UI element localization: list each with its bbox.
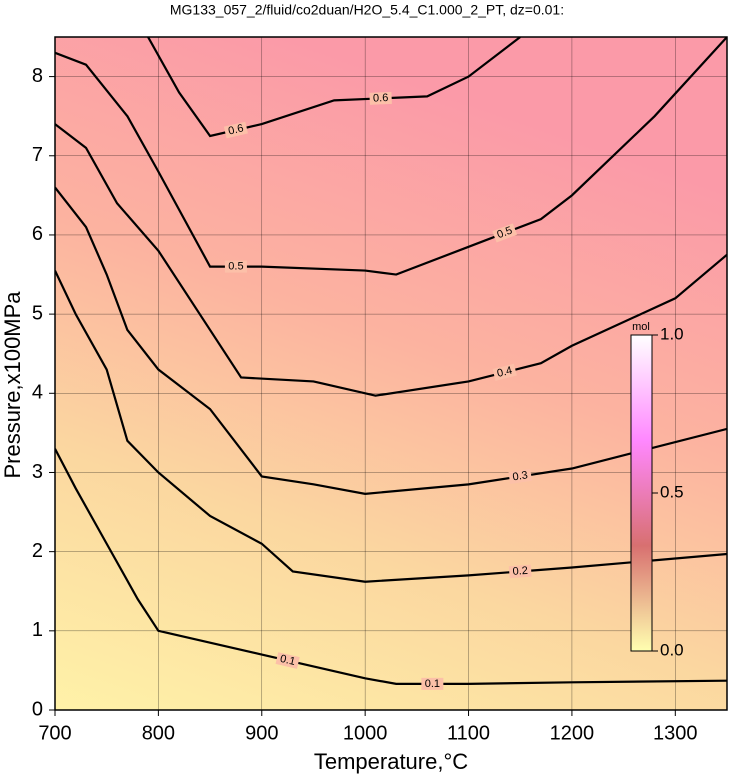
x-tick-label: 1200	[550, 722, 595, 744]
contour-label-group: 0.3	[508, 468, 533, 485]
y-tick-label: 1	[32, 619, 43, 641]
contour-line	[55, 186, 727, 495]
contour-label-group: 0.1	[275, 652, 300, 669]
contour-line	[55, 37, 727, 276]
contour-label-bg	[369, 91, 392, 105]
contour-label-group: 0.4	[492, 363, 517, 381]
contour-label: 0.4	[496, 365, 514, 380]
contour-label-bg	[508, 468, 533, 485]
contour-label-bg	[508, 564, 532, 579]
contour-line	[55, 123, 727, 397]
y-tick-label: 5	[32, 302, 43, 324]
contour-label-group: 0.5	[492, 223, 518, 243]
contour-line	[55, 448, 727, 685]
colorbar-tick-label: 0.5	[660, 482, 684, 501]
contour-label: 0.5	[228, 261, 243, 273]
contour-label-group: 0.1	[421, 677, 444, 690]
y-axis-title: Pressure,x100MPa	[0, 291, 25, 479]
contour-label-group: 0.2	[508, 564, 532, 579]
chart-title: MG133_057_2/fluid/co2duan/H2O_5.4_C1.000…	[170, 2, 564, 18]
x-axis-title: Temperature,°C	[314, 749, 468, 774]
x-tick-label: 1100	[447, 722, 490, 744]
contour-label-bg	[224, 260, 247, 273]
plot-background	[55, 37, 727, 710]
contour-label-bg	[223, 121, 248, 139]
y-tick-label: 2	[32, 540, 43, 562]
contour-label-bg	[492, 363, 517, 381]
y-tick-label: 4	[32, 382, 43, 404]
contour-label-group: 0.6	[223, 121, 248, 139]
colorbar	[630, 334, 653, 652]
y-tick-label: 6	[32, 223, 43, 245]
y-tick-label: 0	[32, 698, 43, 720]
contour-label: 0.5	[495, 225, 514, 242]
contour-label-bg	[421, 677, 444, 690]
x-tick-label: 700	[38, 722, 71, 744]
plot-frame	[54, 36, 728, 711]
colorbar-tick-label: 1.0	[660, 324, 684, 343]
contour-label: 0.6	[373, 92, 389, 105]
x-tick-label: 800	[142, 722, 175, 744]
contour-label-bg	[492, 223, 518, 243]
contour-line	[147, 37, 521, 138]
contour-label: 0.2	[512, 565, 528, 578]
contour-label: 0.1	[425, 678, 440, 690]
contour-label: 0.1	[279, 653, 297, 668]
x-tick-label: 900	[245, 722, 278, 744]
contour-label-group: 0.5	[224, 260, 247, 273]
colorbar-label: mol	[632, 321, 650, 333]
x-tick-label: 1000	[343, 722, 388, 744]
colorbar-tick-label: 0.0	[660, 640, 684, 659]
y-tick-label: 7	[32, 144, 43, 166]
contour-label-bg	[275, 652, 300, 669]
contour-label: 0.3	[512, 469, 529, 483]
y-tick-label: 8	[32, 65, 43, 87]
contour-label: 0.6	[227, 122, 245, 137]
x-tick-label: 1300	[653, 722, 698, 744]
contour-line	[55, 270, 727, 583]
contour-label-group: 0.6	[369, 91, 392, 105]
y-tick-label: 3	[32, 461, 43, 483]
